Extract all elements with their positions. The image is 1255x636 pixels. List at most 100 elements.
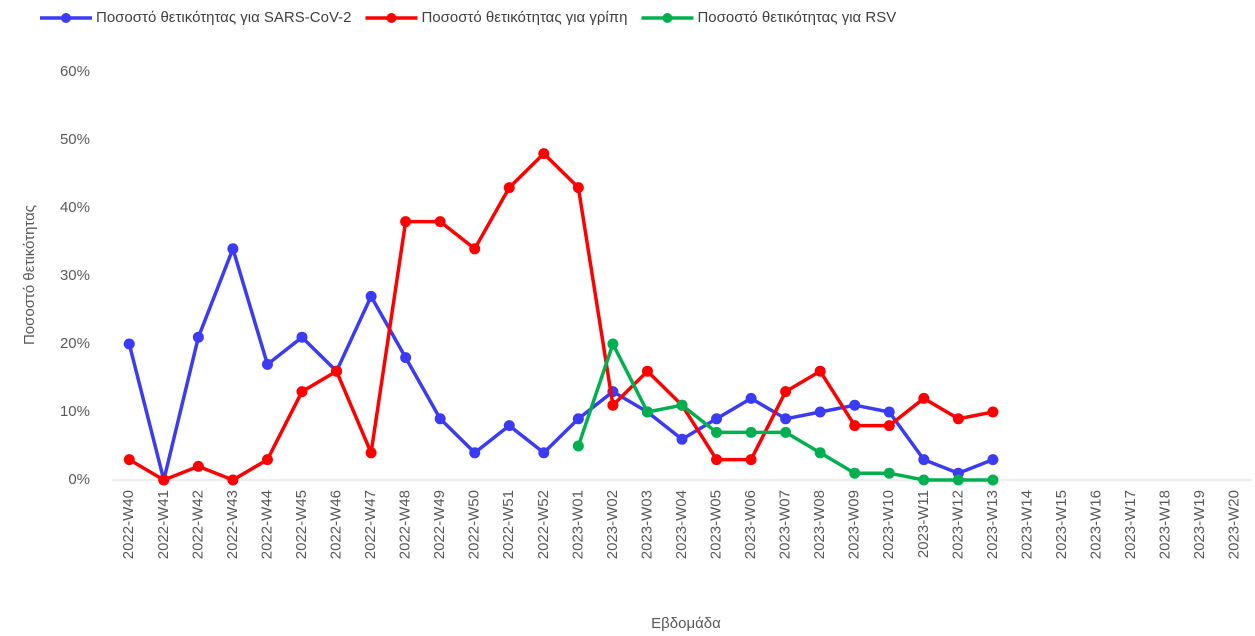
point [503,420,515,432]
y-tick-label: 0% [68,471,90,488]
x-tick-label: 2022-W45 [293,490,310,559]
point [365,290,377,302]
point [918,454,930,466]
x-tick-label: 2023-W12 [949,490,966,559]
x-tick-label: 2023-W08 [811,490,828,559]
x-tick-label: 2022-W46 [328,490,345,559]
x-tick-label: 2023-W09 [846,490,863,559]
point [883,467,895,479]
point [641,406,653,418]
x-tick-label: 2023-W02 [604,490,621,559]
point [227,474,239,486]
x-tick-label: 2023-W11 [915,490,932,558]
series-line [127,247,994,482]
y-tick-label: 30% [60,267,90,284]
x-tick-label: 2022-W48 [397,490,414,559]
legend-label: Ποσοστό θετικότητας για γρίπη [421,9,627,26]
point [607,338,619,350]
point [918,474,930,486]
point [434,216,446,228]
series-line [576,342,993,482]
x-tick-label: 2023-W03 [638,490,655,559]
x-tick-label: 2023-W05 [708,490,725,559]
y-tick-label: 40% [60,199,90,216]
x-tick-label: 2023-W14 [1018,490,1035,559]
point [572,413,584,425]
point [572,182,584,194]
point [883,406,895,418]
point [918,392,930,404]
y-axis-title: Ποσοστό θετικότητας [21,205,38,345]
point [676,433,688,445]
point [641,365,653,377]
point [814,406,826,418]
point [745,454,757,466]
point [987,454,999,466]
y-tick-label: 10% [60,403,90,420]
point [158,474,170,486]
y-tick-label: 50% [60,131,90,148]
legend-marker [61,13,71,23]
point [503,182,515,194]
legend-label: Ποσοστό θετικότητας για SARS-CoV-2 [96,9,351,26]
point [296,331,308,343]
point [192,460,204,472]
point [296,386,308,398]
point [814,447,826,459]
point [745,426,757,438]
point [400,216,412,228]
series-line [128,151,994,482]
point [538,447,550,459]
x-tick-label: 2022-W52 [535,490,552,559]
point [987,474,999,486]
point [676,399,688,411]
x-tick-label: 2023-W17 [1122,490,1139,559]
x-tick-label: 2023-W06 [742,490,759,559]
x-tick-label: 2023-W15 [1053,490,1070,559]
point [261,454,273,466]
point [849,420,861,432]
x-tick-label: 2022-W47 [362,490,379,559]
legend-label: Ποσοστό θετικότητας για RSV [697,9,896,26]
point [780,386,792,398]
x-tick-label: 2022-W49 [431,490,448,559]
legend: Ποσοστό θετικότητας για SARS-CoV-2 Ποσοστ… [40,9,896,26]
point [469,243,481,255]
point [572,440,584,452]
point [952,413,964,425]
point [711,413,723,425]
x-tick-label: 2023-W04 [673,490,690,559]
point [365,447,377,459]
point [607,399,619,411]
x-tick-label: 2023-W01 [569,490,586,559]
x-tick-label: 2023-W10 [880,490,897,559]
x-tick-label: 2023-W18 [1157,490,1174,559]
point [261,358,273,370]
x-axis-title: Εβδομάδα [651,615,721,632]
point [952,474,964,486]
point [849,399,861,411]
x-tick-label: 2022-W41 [155,490,172,559]
point [227,243,239,255]
point [123,454,135,466]
y-tick-label: 20% [60,335,90,352]
point [711,426,723,438]
point [987,406,999,418]
point [814,365,826,377]
x-tick-label: 2022-W51 [500,490,517,559]
x-tick-label: 2023-W20 [1226,490,1243,559]
x-tick-label: 2023-W13 [984,490,1001,559]
point [123,338,135,350]
x-tick-label: 2022-W43 [224,490,241,559]
x-tick-label: 2022-W44 [258,490,275,559]
x-tick-label: 2022-W42 [189,490,206,559]
point [434,413,446,425]
point [883,420,895,432]
x-tick-label: 2023-W07 [777,490,794,559]
point [192,331,204,343]
point [711,454,723,466]
point [780,413,792,425]
x-tick-label: 2023-W19 [1191,490,1208,559]
x-tick-label: 2022-W50 [466,490,483,559]
